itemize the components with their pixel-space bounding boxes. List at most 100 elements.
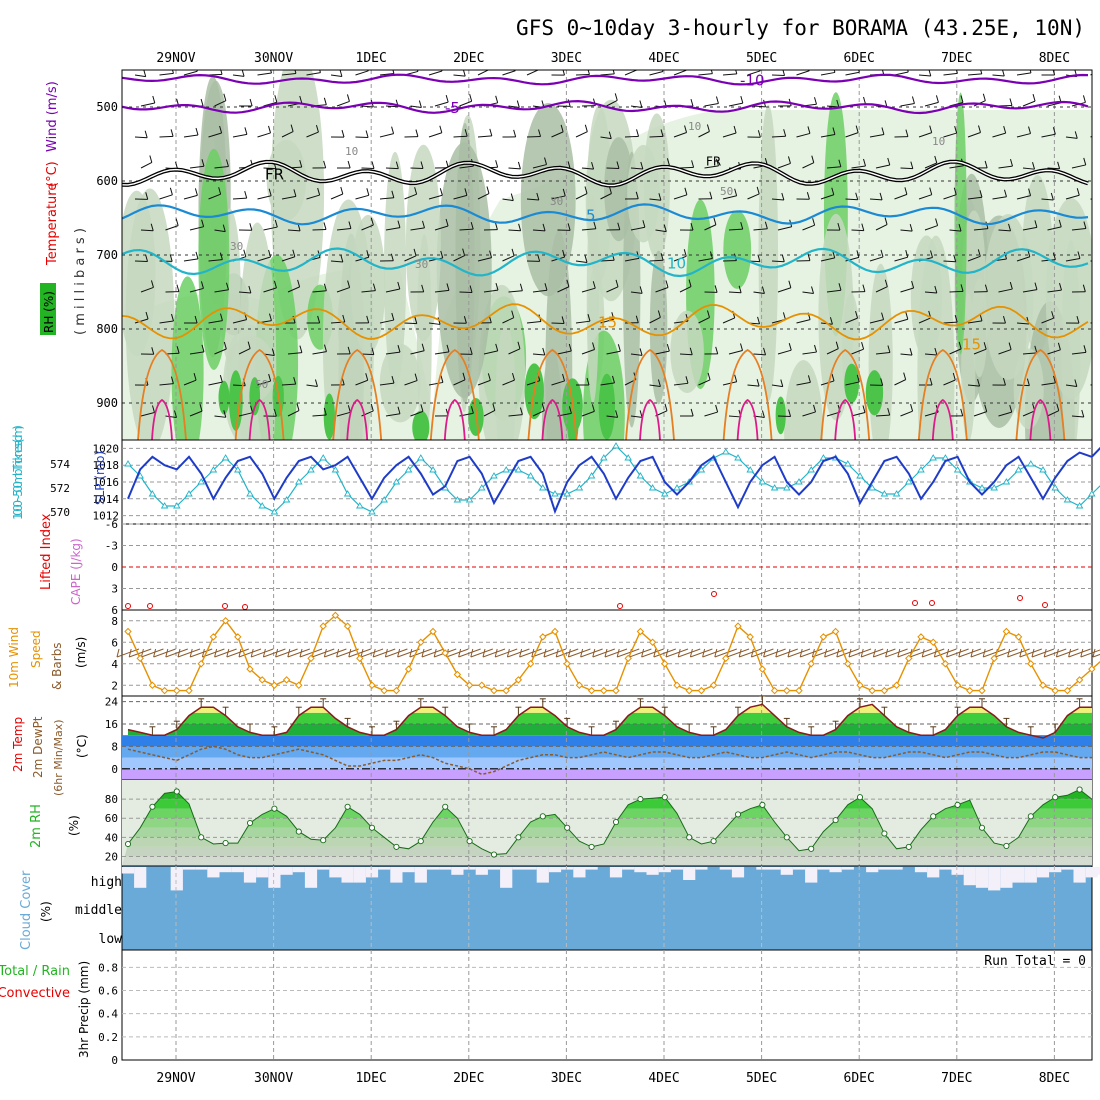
wind-barb-shaft [728,291,742,294]
wind-barb-flag [397,281,401,290]
wind-speed-point [429,627,437,636]
wind-barb-shaft [900,229,913,232]
wind-barb-flag [223,93,227,101]
rh-high-cell [598,373,616,440]
cloud-high-gap [829,867,842,873]
wind-barb-shaft [1016,133,1031,138]
wind-barb-shaft [845,71,860,76]
rh-cell [723,210,752,289]
bottom-date-label: 5DEC [746,1071,777,1086]
wind-barb-shaft [704,224,717,231]
wind-barb-shaft [183,134,199,138]
wind-barb-shaft [361,290,376,293]
wind-barb-shaft [1097,165,1100,168]
wind10-barb [238,648,262,658]
wind10-barb [1056,648,1079,658]
wind-barb-shaft [189,410,203,417]
wind-barb-shaft [581,228,596,231]
wind-barb-shaft [851,229,864,232]
wind-barb-flag [489,250,493,258]
wind-barb-shaft [257,195,272,200]
cloud-high-gap [231,867,244,873]
thickness-point [1002,478,1011,485]
wind-barb-flag [1059,282,1062,291]
cloud-high-gap [622,867,635,870]
wind-barb-flag [615,279,619,287]
wind-barb-shaft [306,72,321,76]
wind-barb-shaft [306,194,320,200]
cloud-high-gap [683,867,696,880]
bottom-date-label: 30NOV [254,1071,293,1086]
wind10-barb-flag [470,648,474,658]
wind10-barb-flag [409,648,413,658]
wind-barb-flag [909,348,913,356]
wind-barb-flag [1009,98,1013,106]
wind10-barb [495,648,518,658]
wind-barb-flag [273,409,277,417]
thickness-point [1027,460,1035,467]
wind-barb-flag [713,217,717,225]
wind-barb-shaft [918,317,931,324]
wind-barb-shaft [355,379,368,386]
wind10-barb-flag [1080,648,1084,658]
cloud-high-gap [1073,867,1086,883]
wind-barb-flag [904,187,908,195]
wind-barb-flag [566,279,570,287]
wind-barb-shaft [967,73,982,76]
wind-barb-shaft [771,384,783,388]
wind10-barb-flag [946,648,950,658]
wind10-barb [604,648,628,658]
wind10-barb-flag [226,648,230,658]
cloud-high-gap [304,867,318,888]
wind-barb-shaft [508,414,523,417]
wind-speed-point [1051,686,1059,695]
wind-barb-shaft [557,286,570,293]
wind-barb-shaft [532,229,546,232]
li-point [1042,602,1048,608]
slp-tick-label: 1018 [93,459,120,472]
rh2-point [295,828,302,835]
wind-barb-shaft [434,289,450,293]
wind-barb-shaft [704,411,718,417]
wind-barb-flag [560,124,564,133]
wind-barb-flag [169,187,173,195]
wind-barb-flag [299,159,303,168]
wind-barb-shaft [998,411,1012,417]
wind-barb-flag [495,343,499,352]
wind-barb-shaft [1016,322,1029,325]
rh-cell [917,235,955,440]
wind-barb-shaft [698,317,710,324]
wind-barb-shaft [1016,195,1031,200]
wind-barb-flag [440,375,444,383]
wind10-barb-flag [336,648,340,658]
slp-panel: 1012 1014 1016 1018 1020 570 572 574 1000~500mb… [11,425,1100,525]
wind-barb-flag [716,158,719,167]
wind-speed-point [941,660,950,668]
wind-barb-shaft [257,72,272,76]
wind-speed-point [880,686,889,695]
thickness-point [282,496,291,503]
thickness-point [197,478,205,485]
wind-barb-flag [413,248,417,256]
cloud-high-gap [731,867,745,878]
wind-barb-shaft [214,415,226,418]
wind-barb-shaft [1065,257,1081,262]
rh2-point [832,817,839,824]
wind-barb-flag [761,286,765,294]
li-point [147,603,153,609]
wind-barb-flag [714,285,718,293]
wind-speed-point [221,617,230,625]
wind-barb-flag [639,348,643,356]
wind-barb-flag [391,190,395,198]
wind-ylabel-2: Speed [29,630,43,668]
wind-barb-shaft [777,287,792,293]
wind-ylabel-4: (m/s) [74,637,88,668]
cloud-high-gap [341,867,354,883]
wind-barb-shaft [728,102,743,107]
bottom-date-label: 3DEC [551,1071,582,1086]
thickness-point [124,460,132,467]
wind10-barb [592,648,615,658]
warm-contour [625,348,675,440]
wind-barb-shaft [606,167,619,170]
wind10-barb-flag [189,648,193,658]
